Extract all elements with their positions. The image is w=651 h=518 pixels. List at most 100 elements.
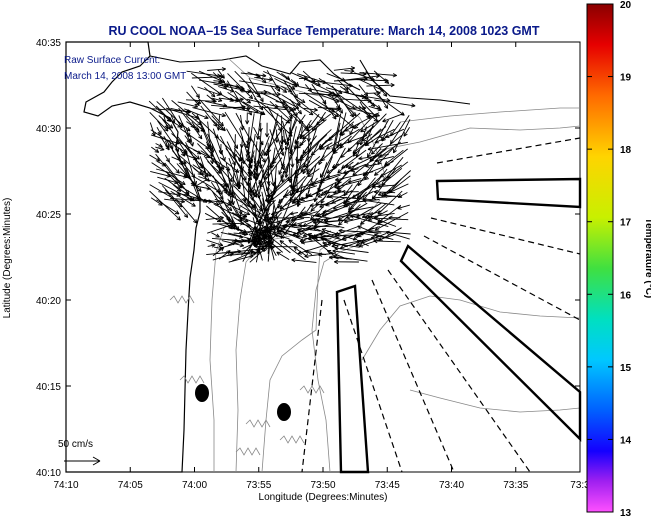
current-vector bbox=[168, 162, 180, 174]
current-vector bbox=[248, 77, 264, 103]
y-axis-label: Latitude (Degrees:Minutes) bbox=[2, 198, 13, 319]
current-vector bbox=[231, 250, 254, 262]
lane-dashed-line bbox=[430, 217, 581, 255]
current-vector bbox=[352, 78, 389, 83]
current-vector bbox=[275, 133, 285, 156]
current-vector bbox=[281, 85, 293, 93]
current-vector bbox=[345, 161, 354, 168]
buoy-marker bbox=[277, 403, 291, 421]
current-vector bbox=[212, 221, 245, 226]
current-vector bbox=[277, 105, 289, 110]
current-vector bbox=[350, 214, 389, 228]
current-vector bbox=[358, 84, 369, 97]
current-vector bbox=[338, 228, 382, 234]
current-vector bbox=[205, 215, 224, 221]
current-vector bbox=[184, 135, 191, 144]
current-vector bbox=[321, 228, 355, 240]
current-vector bbox=[290, 92, 306, 104]
current-vector bbox=[192, 107, 226, 118]
current-vector bbox=[334, 246, 369, 253]
depth-contour bbox=[311, 243, 361, 473]
current-vector bbox=[276, 85, 288, 93]
colorbar-tick-label: 18 bbox=[620, 145, 632, 156]
chart-title: RU COOL NOAA–15 Sea Surface Temperature:… bbox=[109, 24, 540, 38]
colorbar-tick-label: 17 bbox=[620, 218, 632, 229]
current-vector bbox=[169, 119, 182, 128]
current-vector bbox=[371, 184, 395, 189]
current-vector bbox=[156, 126, 162, 135]
current-vector bbox=[206, 239, 224, 247]
current-vector bbox=[257, 246, 263, 261]
current-vector bbox=[337, 182, 348, 192]
current-vector bbox=[373, 189, 396, 195]
current-vector bbox=[266, 183, 271, 192]
current-vector bbox=[281, 73, 291, 80]
current-vector bbox=[357, 225, 375, 234]
current-vector bbox=[177, 153, 210, 182]
colorbar-tick-label: 20 bbox=[620, 0, 632, 11]
current-vector bbox=[334, 259, 359, 265]
sandy-hook bbox=[195, 159, 207, 187]
current-vector bbox=[193, 126, 203, 140]
current-vector bbox=[156, 199, 180, 215]
current-vector bbox=[337, 164, 348, 174]
current-vector bbox=[403, 127, 410, 137]
current-vector bbox=[344, 68, 355, 74]
y-tick-label: 40:30 bbox=[36, 124, 61, 135]
current-vector bbox=[279, 198, 296, 210]
current-vector bbox=[332, 249, 355, 255]
x-tick-label: 73:45 bbox=[375, 480, 400, 491]
scale-arrow bbox=[64, 456, 101, 466]
current-vector bbox=[210, 143, 215, 153]
current-vector bbox=[381, 167, 403, 186]
current-vector bbox=[374, 99, 416, 108]
x-axis-ticks: 74:10 74:05 74:00 73:55 73:50 73:45 73:40 73:35… bbox=[53, 42, 590, 491]
current-vector bbox=[240, 114, 245, 131]
current-vector bbox=[318, 252, 334, 257]
current-vector bbox=[298, 114, 306, 124]
current-vector bbox=[312, 227, 340, 239]
current-vector bbox=[239, 162, 245, 171]
current-vector bbox=[191, 74, 224, 80]
depth-contour bbox=[379, 125, 581, 151]
current-vector bbox=[193, 99, 202, 104]
current-vector bbox=[193, 167, 203, 176]
current-vector bbox=[345, 212, 374, 220]
contour-fragment bbox=[169, 295, 195, 304]
current-vector bbox=[184, 108, 209, 120]
current-vector bbox=[164, 189, 189, 218]
current-vector bbox=[298, 223, 340, 228]
depth-contour bbox=[361, 295, 581, 361]
current-vector bbox=[233, 97, 244, 102]
current-vector bbox=[297, 228, 320, 242]
current-vector bbox=[204, 86, 216, 98]
current-vector bbox=[289, 127, 295, 168]
current-vector bbox=[374, 155, 394, 163]
lane-dashed-line bbox=[301, 299, 323, 473]
current-vector bbox=[235, 85, 245, 92]
current-vector bbox=[269, 215, 310, 221]
current-vector bbox=[322, 209, 338, 214]
current-vector bbox=[364, 140, 374, 146]
current-vector bbox=[343, 217, 361, 224]
current-vector bbox=[371, 195, 395, 200]
current-vector bbox=[366, 82, 395, 88]
current-vector bbox=[239, 80, 279, 90]
current-vector bbox=[343, 199, 380, 206]
current-vector bbox=[339, 86, 349, 93]
current-vector bbox=[205, 184, 233, 212]
current-vector bbox=[385, 230, 410, 240]
current-vector bbox=[227, 241, 237, 246]
current-vector bbox=[291, 258, 317, 263]
current-vector bbox=[397, 204, 410, 210]
current-vector bbox=[317, 191, 331, 198]
scale-arrow-label: 50 cm/s bbox=[58, 439, 93, 450]
current-vector bbox=[352, 148, 387, 176]
current-vector bbox=[284, 164, 290, 174]
y-axis-ticks: 40:35 40:30 40:25 40:20 40:15 40:10 bbox=[36, 38, 580, 479]
contour-fragment bbox=[279, 435, 305, 444]
current-vector bbox=[164, 198, 185, 204]
current-vector bbox=[303, 107, 318, 112]
current-vector bbox=[245, 112, 250, 125]
